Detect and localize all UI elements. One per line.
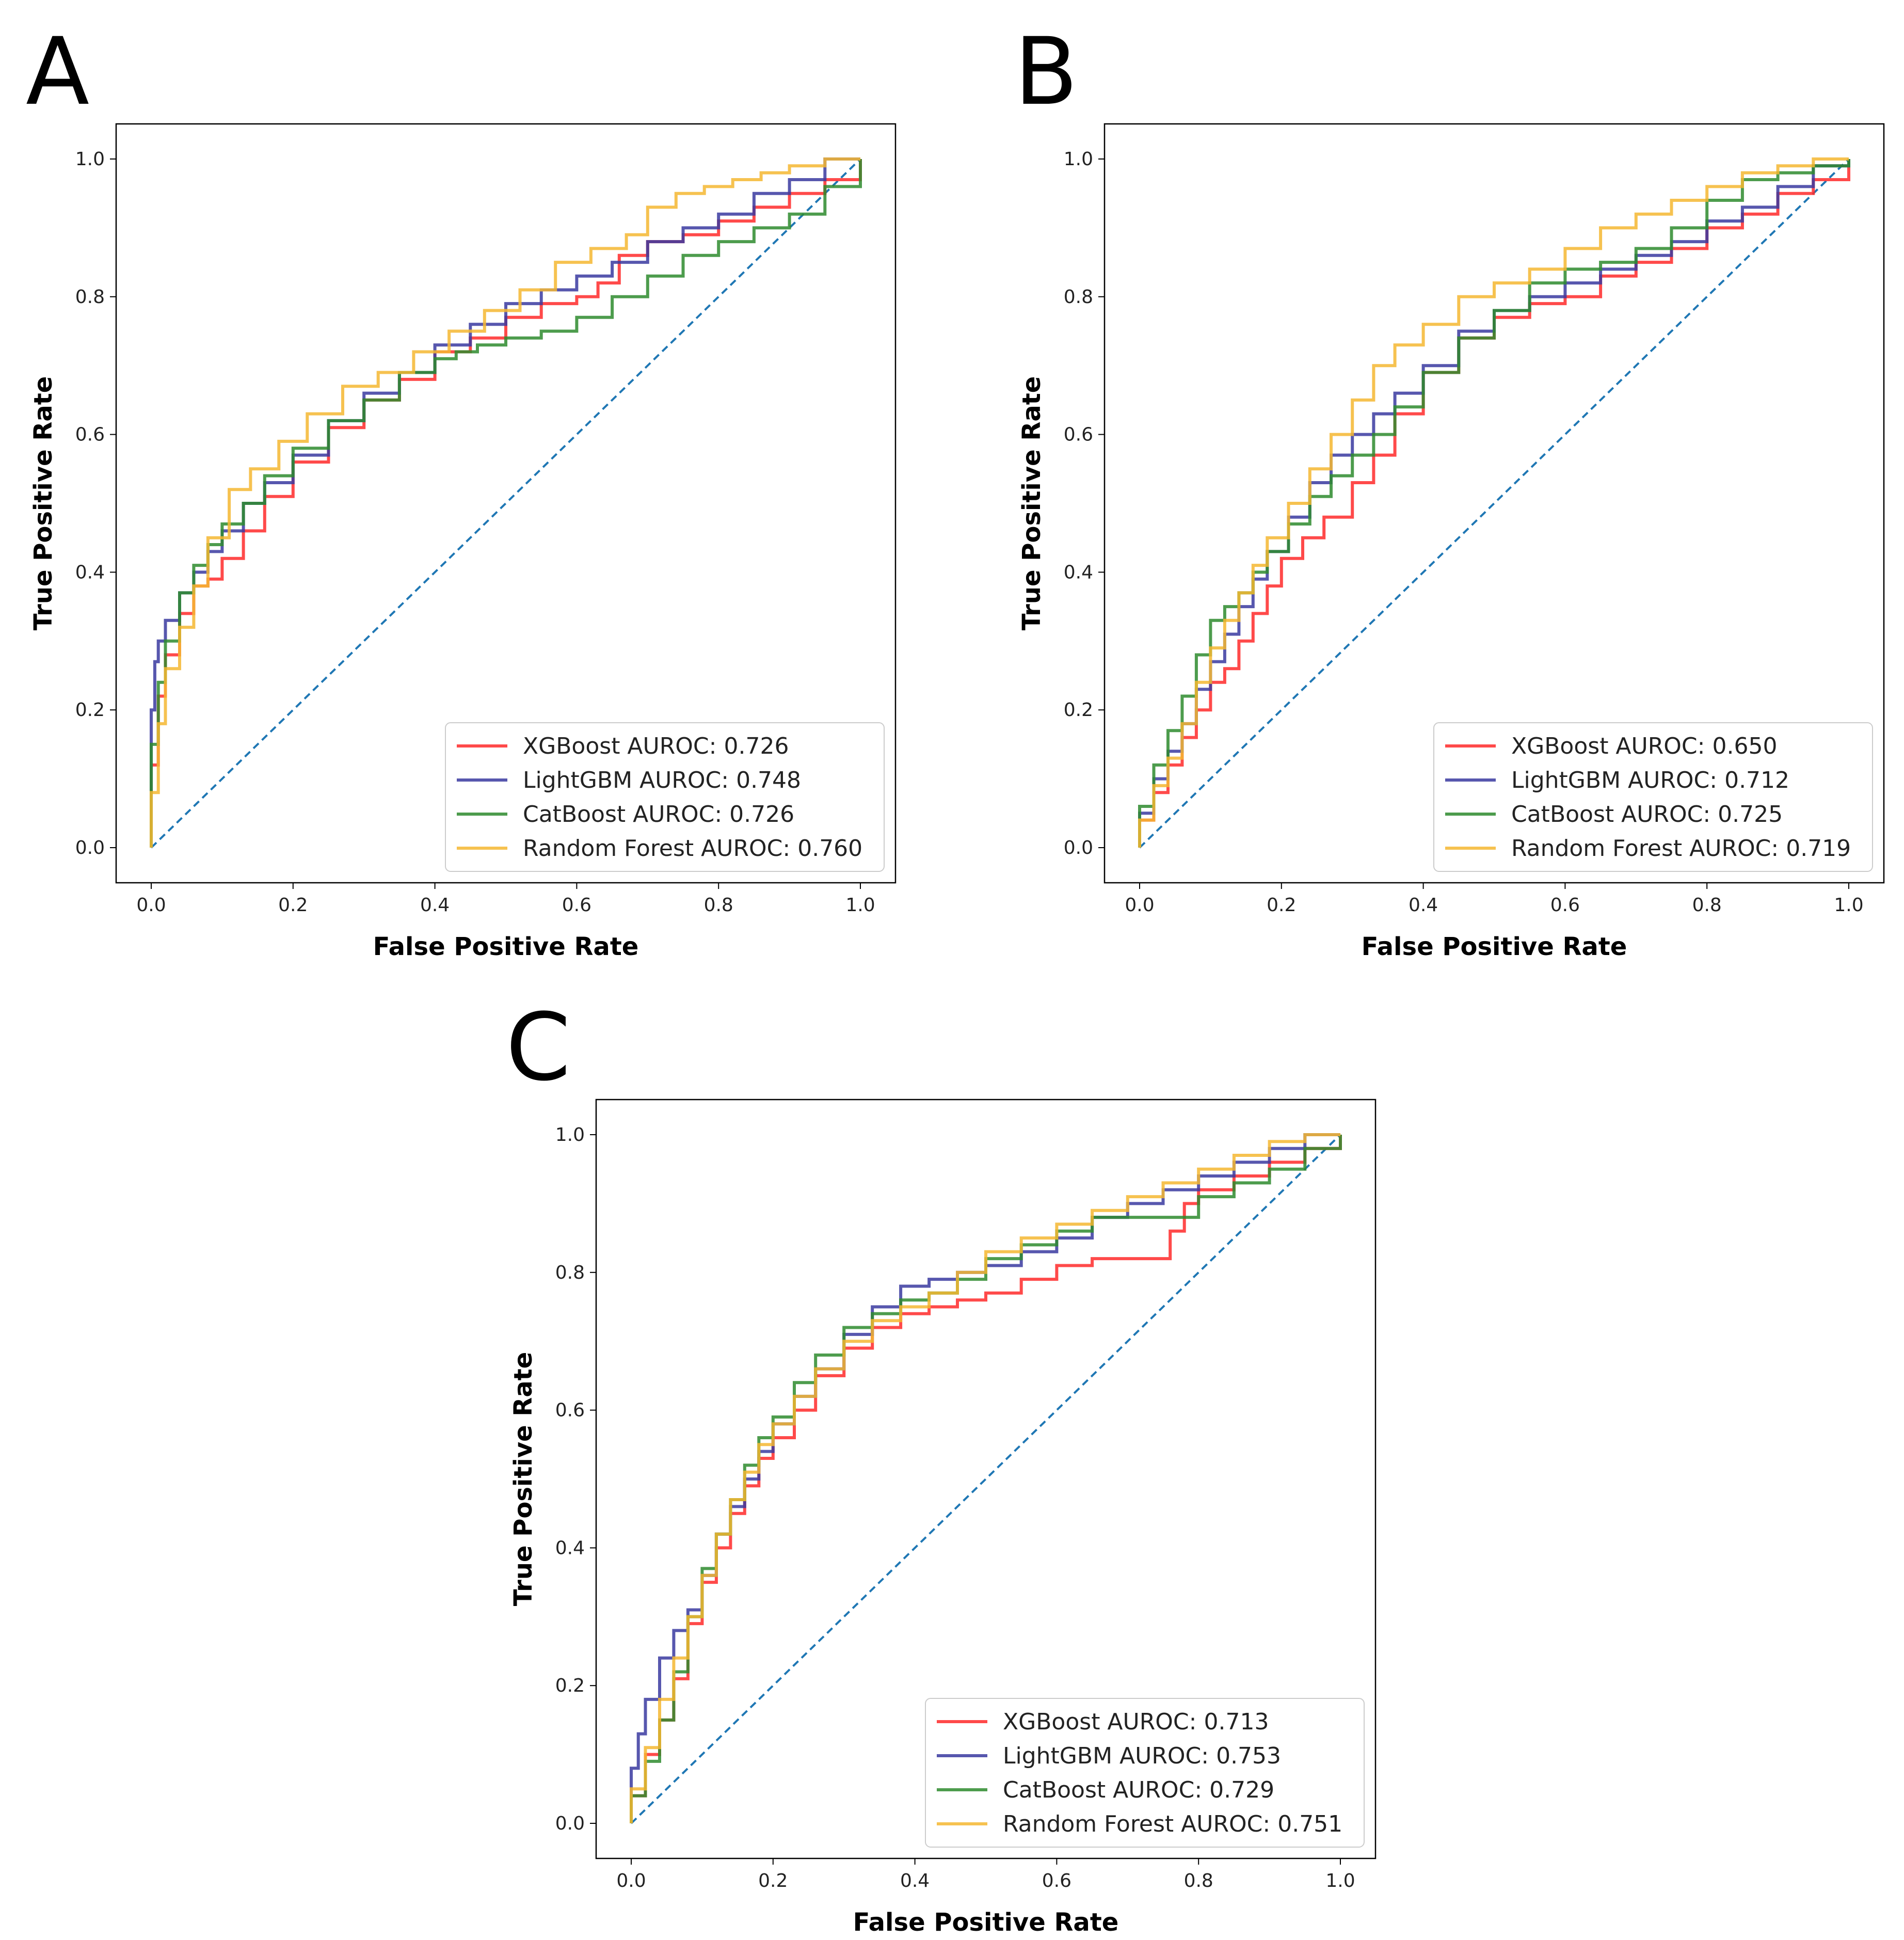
plot-frame [115, 123, 897, 884]
legend-label: Random Forest AUROC: 0.719 [1511, 835, 1851, 862]
y-tick-label: 0.8 [555, 1262, 585, 1283]
x-axis-title: False Positive Rate [1362, 932, 1627, 961]
legend-box [925, 1698, 1365, 1848]
x-tick-label: 0.2 [1267, 895, 1296, 916]
x-tick-label: 0.2 [758, 1870, 788, 1891]
legend-label: LightGBM AUROC: 0.748 [523, 767, 801, 793]
legend-label: XGBoost AUROC: 0.650 [1511, 733, 1777, 759]
panel-label-a: A [26, 18, 90, 126]
legend: XGBoost AUROC: 0.650 LightGBM AUROC: 0.71… [1433, 722, 1873, 872]
x-tick-label: 0.8 [1184, 1870, 1213, 1891]
roc-curve-series-0 [1138, 159, 1850, 848]
chance-diagonal-line [150, 158, 861, 849]
legend: XGBoost AUROC: 0.726 LightGBM AUROC: 0.74… [445, 722, 885, 872]
y-tick-label: 0.2 [555, 1675, 585, 1696]
roc-chart-a: 0.0 0.2 0.4 0.6 0.8 1.0 0.0 0.2 0.4 0.6 0.8 1.0 Fals… [29, 123, 897, 961]
plot-frame [1103, 123, 1885, 884]
legend-box [1433, 722, 1873, 872]
y-axis-title: True Positive Rate [29, 376, 58, 631]
y-tick-label: 1.0 [1064, 149, 1093, 170]
y-tick-label: 1.0 [555, 1124, 585, 1146]
y-tick-label: 0.4 [1064, 562, 1093, 583]
y-tick-label: 0.2 [1064, 699, 1093, 721]
legend-label: Random Forest AUROC: 0.760 [523, 835, 862, 862]
legend-label: Random Forest AUROC: 0.751 [1003, 1811, 1342, 1837]
legend-label: CatBoost AUROC: 0.726 [523, 801, 794, 828]
y-tick-label: 0.8 [1064, 287, 1093, 308]
y-tick-label: 1.0 [75, 149, 105, 170]
legend: XGBoost AUROC: 0.713 LightGBM AUROC: 0.75… [925, 1698, 1365, 1848]
x-axis-title: False Positive Rate [853, 1908, 1119, 1937]
x-axis-title: False Positive Rate [373, 932, 639, 961]
roc-curve-series-3 [150, 157, 860, 848]
panel-label-b: B [1014, 18, 1078, 126]
x-tick-label: 0.2 [278, 895, 308, 916]
x-tick-label: 0.6 [1042, 1870, 1071, 1891]
x-tick-label: 0.0 [1125, 895, 1154, 916]
x-tick-label: 0.8 [1692, 895, 1722, 916]
x-tick-label: 1.0 [845, 895, 875, 916]
x-tick-label: 0.0 [136, 895, 166, 916]
y-tick-label: 0.6 [1064, 424, 1093, 446]
x-tick-label: 0.0 [616, 1870, 646, 1891]
y-tick-label: 0.0 [555, 1813, 585, 1834]
legend-label: XGBoost AUROC: 0.713 [1003, 1709, 1269, 1735]
roc-chart-c: 0.0 0.2 0.4 0.6 0.8 1.0 0.0 0.2 0.4 0.6 0.8 1.0 Fals… [509, 1099, 1377, 1937]
y-tick-label: 0.0 [1064, 837, 1093, 858]
y-tick-label: 0.6 [75, 424, 105, 446]
plot-frame [595, 1099, 1377, 1859]
roc-chart-b: 0.0 0.2 0.4 0.6 0.8 1.0 0.0 0.2 0.4 0.6 0.8 1.0 Fals… [1017, 123, 1885, 961]
roc-curve-series-0 [630, 1135, 1342, 1823]
x-tick-label: 1.0 [1325, 1870, 1355, 1891]
chance-diagonal-line [630, 1134, 1341, 1824]
y-tick-label: 0.2 [75, 699, 105, 721]
legend-label: LightGBM AUROC: 0.753 [1003, 1743, 1281, 1769]
y-tick-label: 0.4 [75, 562, 105, 583]
roc-curve-series-2 [1138, 159, 1850, 848]
legend-label: CatBoost AUROC: 0.725 [1511, 801, 1783, 828]
y-tick-label: 0.6 [555, 1400, 585, 1421]
roc-curve-series-1 [1138, 159, 1850, 848]
legend-label: XGBoost AUROC: 0.726 [523, 733, 789, 759]
y-axis-title: True Positive Rate [1017, 376, 1046, 631]
x-tick-label: 0.6 [562, 895, 591, 916]
y-tick-label: 0.8 [75, 287, 105, 308]
y-axis-title: True Positive Rate [509, 1352, 538, 1607]
roc-curve-series-3 [1138, 157, 1849, 848]
roc-curve-series-3 [630, 1133, 1340, 1823]
legend-label: CatBoost AUROC: 0.729 [1003, 1777, 1274, 1803]
x-tick-label: 0.4 [900, 1870, 930, 1891]
roc-curve-series-2 [150, 159, 862, 848]
legend-box [445, 722, 885, 872]
x-tick-label: 0.8 [704, 895, 733, 916]
legend-label: LightGBM AUROC: 0.712 [1511, 767, 1789, 793]
panel-label-c: C [506, 994, 571, 1102]
y-tick-label: 0.4 [555, 1537, 585, 1559]
x-tick-label: 0.4 [1409, 895, 1438, 916]
x-tick-label: 0.4 [420, 895, 450, 916]
x-tick-label: 1.0 [1834, 895, 1863, 916]
x-tick-label: 0.6 [1550, 895, 1580, 916]
chance-diagonal-line [1139, 158, 1850, 849]
y-tick-label: 0.0 [75, 837, 105, 858]
